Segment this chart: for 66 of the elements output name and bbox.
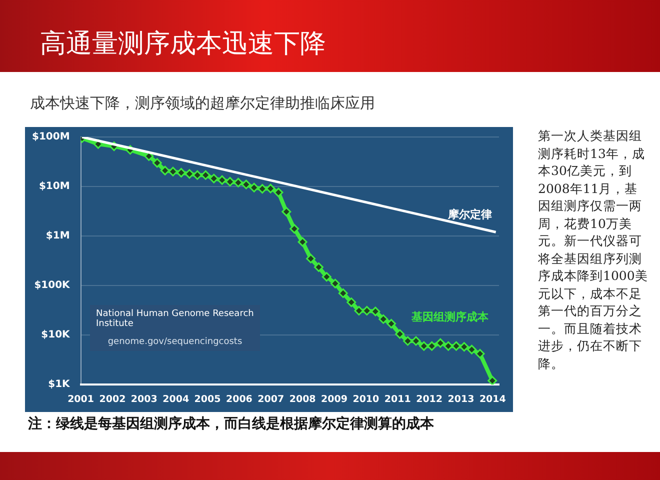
annotation: genome.gov/sequencingcosts <box>106 337 244 347</box>
x-tick-label: 2011 <box>384 394 411 405</box>
x-tick-label: 2013 <box>448 394 474 405</box>
point <box>209 174 219 184</box>
point <box>314 262 324 272</box>
point <box>241 180 251 190</box>
point <box>370 306 380 316</box>
y-tick-label: $100M <box>32 132 70 143</box>
series-label: 基因组测序成本 <box>410 310 490 324</box>
point <box>419 341 429 351</box>
point <box>249 182 259 192</box>
y-tick-label: $1M <box>46 230 70 242</box>
point <box>330 278 340 288</box>
x-tick-label: 2006 <box>226 394 253 405</box>
point <box>362 306 372 316</box>
point <box>459 342 469 352</box>
point <box>306 254 316 264</box>
point <box>290 224 300 234</box>
point <box>168 166 178 176</box>
point <box>451 341 461 351</box>
x-tick-label: 2007 <box>258 394 284 405</box>
series-label: 摩尔定律 <box>446 208 492 222</box>
y-tick-label: $10K <box>41 330 72 341</box>
point <box>378 314 388 324</box>
point <box>395 329 405 339</box>
text: 第一次人类基因组测序耗时13年，成本30亿美元，到2008年11月，基因组测序仅需一两周，花费10万美元。新一代仪器可将全基因组序列测序成本降到1000美元以下，成本不足第一代的百万分之一。而且随着技术进步，仍在不断下降。 <box>538 128 648 370</box>
point <box>234 178 243 188</box>
y-tick-label: $1K <box>48 379 72 390</box>
y-tick-label: $100K <box>34 280 72 292</box>
point <box>274 188 284 198</box>
chart-subtitle: 成本快速下降，测序领域的超摩尔定律助推临床应用 <box>30 94 375 113</box>
point <box>475 348 485 358</box>
x-tick-label: 2014 <box>479 394 506 405</box>
x-tick-label: 2003 <box>130 394 158 405</box>
x-tick-label: 2005 <box>194 394 221 405</box>
point <box>152 158 162 168</box>
point <box>160 166 170 176</box>
chart-title: 高通量测序成本迅速下降 <box>40 28 326 61</box>
point <box>217 175 227 185</box>
x-tick-label: 2009 <box>321 394 348 405</box>
point <box>176 168 186 178</box>
point <box>322 272 332 282</box>
point <box>427 341 437 351</box>
x-tick-label: 2001 <box>68 394 94 405</box>
text: 注：绿线是每基因组测序成本，而白线是根据摩尔定律测算的成本 <box>28 415 434 433</box>
point <box>386 318 396 328</box>
point <box>346 298 356 308</box>
point <box>467 344 477 354</box>
point <box>184 169 194 179</box>
point <box>338 288 348 298</box>
point <box>488 376 498 385</box>
x-tick-label: 2002 <box>99 394 126 405</box>
point <box>225 176 235 186</box>
point <box>436 338 446 348</box>
point <box>354 306 364 316</box>
x-tick-label: 2008 <box>289 394 316 405</box>
x-tick-label: 2010 <box>352 394 380 405</box>
point <box>266 184 276 194</box>
annotation: National Human Genome Research Institute <box>96 309 254 329</box>
point <box>282 206 292 216</box>
point <box>192 170 202 180</box>
y-tick-label: $10M <box>38 181 70 192</box>
point <box>298 237 308 247</box>
x-tick-label: 2012 <box>416 394 443 405</box>
x-tick-label: 2004 <box>162 394 190 405</box>
point <box>200 170 210 180</box>
